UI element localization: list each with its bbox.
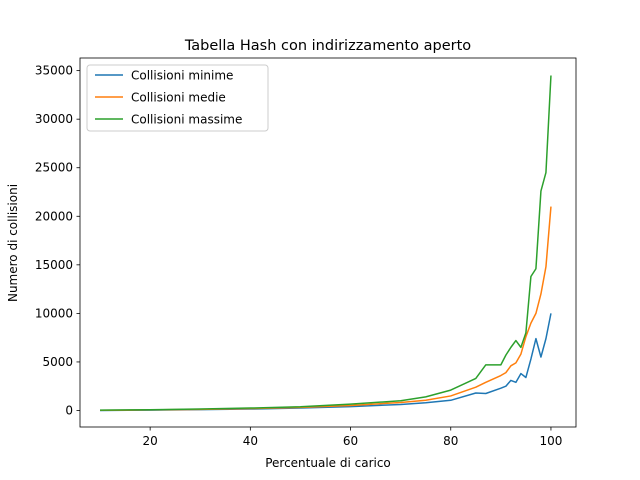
y-axis-label: Numero di collisioni [6, 184, 20, 302]
x-tick-label: 80 [443, 434, 458, 448]
chart-title: Tabella Hash con indirizzamento aperto [184, 38, 471, 54]
series-line-1 [100, 313, 552, 412]
legend-label-2: Collisioni medie [131, 91, 226, 105]
y-tick-label: 15000 [35, 258, 73, 272]
y-tick-label: 20000 [35, 209, 73, 223]
legend-label-1: Collisioni minime [131, 69, 233, 83]
x-tick-label: 20 [143, 434, 158, 448]
y-tick-label: 25000 [35, 161, 73, 175]
x-tick-label: 100 [539, 434, 562, 448]
x-axis-label: Percentuale di carico [265, 456, 391, 470]
y-tick-label: 35000 [35, 64, 73, 78]
y-tick-label: 30000 [35, 112, 73, 126]
legend-box [86, 64, 269, 132]
plot-area: 20 40 60 80 100 0 5000 10000 15000 20000 25000 3000… [35, 57, 577, 448]
series-line-2 [100, 206, 552, 412]
y-tick-label: 10000 [35, 306, 73, 320]
x-tick-label: 60 [343, 434, 358, 448]
axes-frame [79, 57, 577, 428]
y-tick-label: 0 [65, 403, 73, 417]
y-tick-label: 5000 [42, 355, 73, 369]
legend: Collisioni minime Collisioni medie Collisi… [86, 64, 269, 132]
legend-label-3: Collisioni massime [131, 113, 242, 127]
series-line-3 [100, 75, 552, 411]
x-tick-label: 40 [243, 434, 258, 448]
